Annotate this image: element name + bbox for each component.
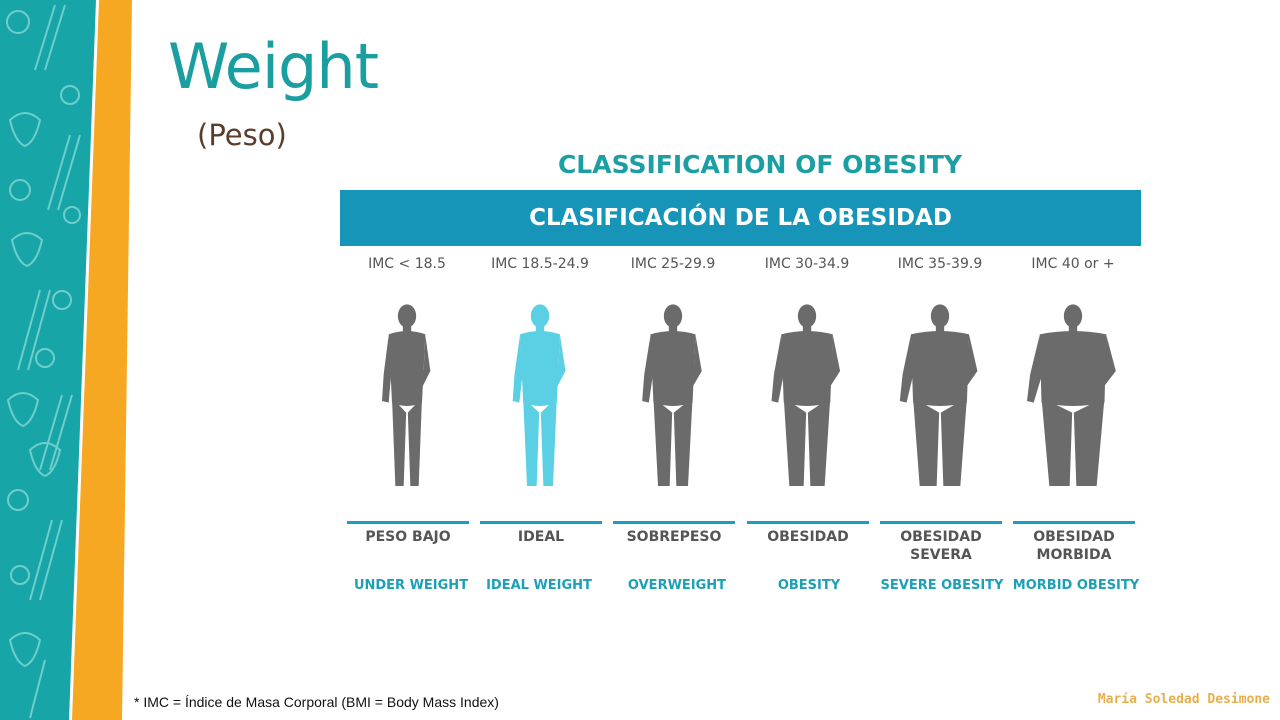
slide-subtitle: (Peso) bbox=[197, 118, 287, 152]
underweight-body-icon bbox=[382, 304, 431, 486]
category-underline bbox=[880, 521, 1002, 524]
category-column: IMC 25-29.9 SOBREPESO bbox=[609, 250, 737, 545]
imc-range: IMC < 18.5 bbox=[368, 256, 446, 272]
morbid-obesity-body-icon bbox=[1027, 304, 1116, 486]
pencil-pattern-icon bbox=[6, 4, 81, 719]
category-label-es: IDEAL bbox=[517, 529, 565, 545]
category-label-en: IDEAL WEIGHT bbox=[486, 578, 592, 593]
category-underline bbox=[1013, 521, 1135, 524]
category-label-en: SEVERE OBESITY bbox=[880, 578, 1004, 593]
ideal-body-icon bbox=[512, 304, 566, 486]
category-label-en: OVERWEIGHT bbox=[627, 578, 727, 593]
slide-title: Weight bbox=[168, 30, 379, 103]
category-label-es: SOBREPESO bbox=[626, 529, 722, 545]
chart-heading: CLASSIFICATION OF OBESITY bbox=[557, 150, 963, 179]
category-label-en: OBESITY bbox=[777, 578, 841, 593]
imc-range: IMC 18.5-24.9 bbox=[491, 256, 589, 272]
category-label-es: OBESIDAD MORBIDA bbox=[1033, 529, 1115, 563]
category-column: IMC < 18.5 PESO BAJO bbox=[343, 250, 471, 545]
obesity-body-icon bbox=[771, 304, 841, 486]
category-label-en: UNDER WEIGHT bbox=[353, 578, 469, 593]
category-underline bbox=[747, 521, 869, 524]
imc-range: IMC 25-29.9 bbox=[630, 256, 716, 272]
category-label-es: OBESIDAD bbox=[767, 529, 849, 545]
imc-range: IMC 30-34.9 bbox=[764, 256, 850, 272]
decorative-side-band bbox=[0, 0, 132, 720]
category-column: IMC 30-34.9 OBESIDAD bbox=[743, 250, 871, 545]
category-underline bbox=[480, 521, 602, 524]
category-column: IMC 40 or + OBESIDAD MORBIDA bbox=[1009, 250, 1137, 563]
classification-banner: CLASIFICACIÓN DE LA OBESIDAD bbox=[340, 190, 1141, 246]
category-label-en: MORBID OBESITY bbox=[1012, 578, 1140, 593]
category-label-es: OBESIDAD SEVERA bbox=[900, 529, 982, 563]
overweight-body-icon bbox=[642, 304, 702, 486]
category-column: IMC 35-39.9 OBESIDAD SEVERA bbox=[876, 250, 1004, 563]
category-underline bbox=[347, 521, 469, 524]
severe-obesity-body-icon bbox=[899, 304, 978, 486]
author-credit: María Soledad Desimone bbox=[1097, 692, 1270, 707]
imc-range: IMC 40 or + bbox=[1031, 256, 1115, 272]
category-underline bbox=[613, 521, 735, 524]
imc-range: IMC 35-39.9 bbox=[897, 256, 983, 272]
category-column: IMC 18.5-24.9 IDEAL bbox=[476, 250, 604, 545]
footnote: * IMC = Índice de Masa Corporal (BMI = B… bbox=[134, 694, 499, 710]
category-label-es: PESO BAJO bbox=[365, 529, 451, 545]
